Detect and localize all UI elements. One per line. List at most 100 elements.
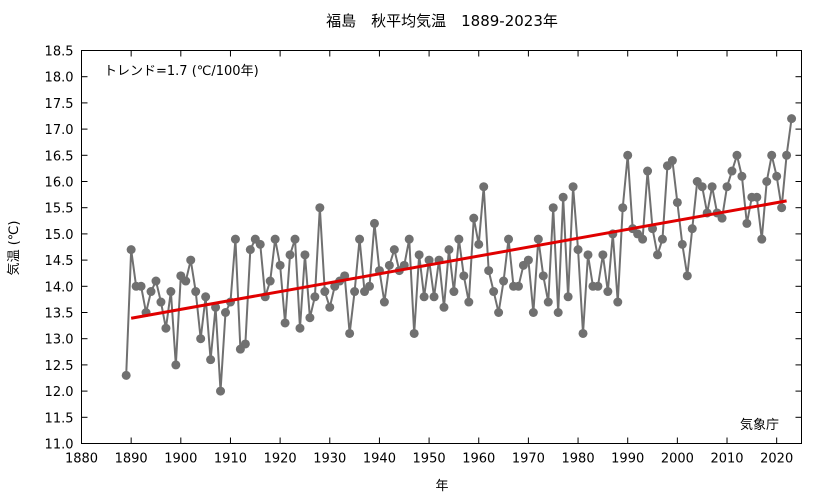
data-point	[623, 150, 633, 160]
data-point	[355, 234, 365, 244]
data-point	[777, 203, 787, 213]
data-point	[201, 292, 211, 302]
x-tick-label: 2020	[760, 452, 793, 467]
data-point	[643, 166, 653, 176]
data-point	[280, 318, 290, 328]
data-point	[484, 266, 494, 276]
data-point	[603, 287, 613, 297]
data-point	[538, 271, 548, 281]
x-tick-label: 2010	[710, 452, 743, 467]
y-tick-label: 16.0	[45, 176, 74, 191]
x-tick-label: 1900	[164, 452, 197, 467]
data-point	[474, 239, 484, 249]
data-point	[687, 224, 697, 234]
data-point	[151, 276, 161, 286]
data-point	[186, 255, 196, 265]
y-tick-label: 14.0	[45, 280, 74, 295]
data-point	[240, 339, 250, 349]
y-axis-ticks: 11.0 11.5 12.0 12.5 13.0 13.5 14.0 14.5 15.0 15.5…	[45, 45, 802, 453]
y-tick-label: 12.0	[45, 385, 74, 400]
data-point	[459, 271, 469, 281]
data-point	[389, 245, 399, 255]
x-tick-label: 1890	[115, 452, 148, 467]
data-point	[126, 245, 136, 255]
trend-line	[130, 199, 787, 320]
data-point	[414, 250, 424, 260]
data-point	[553, 308, 563, 317]
y-tick-label: 11.5	[45, 411, 74, 426]
y-tick-label: 14.5	[45, 254, 74, 269]
data-point	[782, 150, 792, 160]
data-point	[429, 292, 439, 302]
x-tick-label: 1980	[562, 452, 595, 467]
y-tick-label: 18.0	[45, 71, 74, 86]
x-tick-label: 1880	[65, 452, 98, 467]
plot-frame	[81, 50, 802, 444]
data-point	[528, 308, 538, 317]
y-tick-label: 16.5	[45, 149, 74, 164]
data-point	[454, 234, 464, 244]
data-point	[742, 218, 752, 228]
data-point	[578, 328, 588, 338]
data-point	[523, 255, 533, 265]
data-point	[558, 192, 568, 202]
data-point	[513, 281, 523, 291]
data-point	[707, 182, 717, 192]
data-point	[216, 386, 226, 396]
data-point	[439, 302, 449, 312]
data-point	[464, 297, 474, 307]
data-point	[489, 287, 499, 297]
y-tick-label: 13.5	[45, 307, 74, 322]
x-tick-label: 2000	[661, 452, 694, 467]
x-tick-label: 1970	[512, 452, 545, 467]
x-axis-label: 年	[435, 479, 448, 494]
data-point	[583, 250, 593, 260]
y-tick-label: 18.5	[45, 45, 74, 60]
data-point	[365, 281, 374, 291]
data-point	[300, 250, 310, 260]
data-point	[772, 171, 782, 181]
data-point	[752, 192, 762, 202]
data-point	[449, 287, 459, 297]
data-point	[171, 360, 181, 370]
data-point	[722, 182, 732, 192]
data-point	[767, 150, 777, 160]
data-point	[787, 114, 797, 124]
x-tick-label: 1930	[313, 452, 346, 467]
y-tick-label: 15.5	[45, 202, 74, 217]
x-tick-label: 1960	[462, 452, 495, 467]
x-axis-ticks: 1880 1890 1900 1910 1920 1930 1940 1950 1960 1970…	[65, 50, 793, 467]
data-point	[369, 218, 379, 228]
x-tick-label: 1910	[214, 452, 247, 467]
y-tick-label: 13.0	[45, 333, 74, 348]
data-point	[191, 287, 201, 297]
data-point	[315, 203, 325, 213]
data-point	[593, 281, 603, 291]
data-point	[573, 245, 583, 255]
data-point	[290, 234, 300, 244]
series-line	[125, 118, 793, 392]
data-point	[638, 234, 648, 244]
data-point	[340, 271, 350, 281]
data-point	[305, 313, 315, 323]
data-point	[285, 250, 295, 260]
data-point	[737, 171, 747, 181]
y-tick-label: 15.0	[45, 228, 74, 243]
data-point	[270, 234, 280, 244]
data-point	[667, 156, 677, 166]
data-point	[156, 297, 166, 307]
data-point	[384, 260, 394, 270]
data-point	[310, 292, 320, 302]
data-point	[598, 250, 608, 260]
data-point	[732, 150, 742, 160]
data-point	[206, 355, 216, 365]
data-point	[677, 239, 687, 249]
data-point	[379, 297, 389, 307]
data-point	[613, 297, 623, 307]
y-tick-label: 11.0	[45, 438, 74, 453]
data-point	[325, 302, 335, 312]
x-tick-label: 1920	[264, 452, 297, 467]
data-point	[424, 255, 434, 265]
data-point	[672, 197, 682, 207]
